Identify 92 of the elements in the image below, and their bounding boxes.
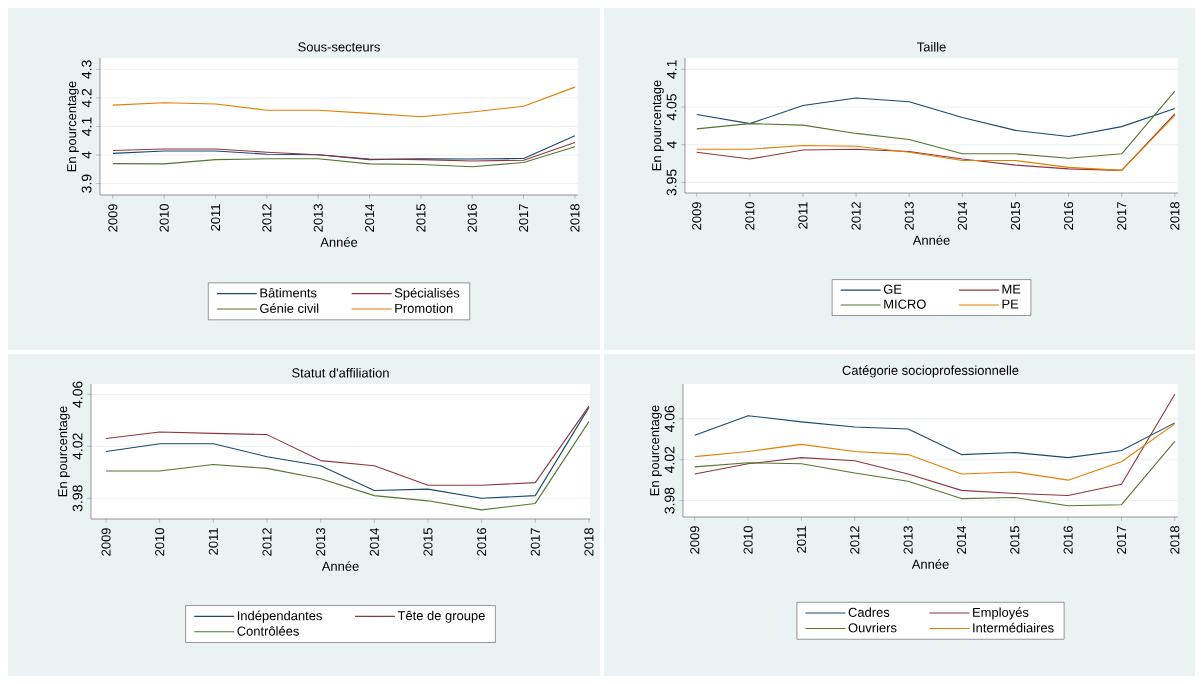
legend-label: Contrôlées (237, 626, 299, 636)
x-tick-label: 2014 (956, 525, 967, 554)
line-series (696, 90, 1176, 159)
legend-label: Spécialisés (394, 287, 460, 301)
y-axis-title: En pourcentage (652, 80, 664, 171)
legend-label: PE (1002, 299, 1019, 309)
x-axis-title: Année (321, 561, 359, 571)
chart-title: Statut d'affiliation (292, 367, 389, 378)
x-tick-label: 2009 (101, 528, 111, 556)
chart-title: Taille (917, 41, 946, 52)
x-tick-label: 2011 (796, 526, 807, 553)
y-tick-label: 3.95 (666, 169, 677, 196)
x-tick-label: 2017 (1117, 202, 1127, 230)
line-series (694, 415, 1176, 459)
y-tick-label: 4 (666, 141, 677, 149)
x-tick-label: 2012 (262, 204, 272, 232)
legend-label: GE (883, 284, 902, 294)
y-tick-label: 4.2 (81, 88, 92, 108)
x-axis-title: Année (912, 235, 950, 245)
y-tick-label: 4.02 (664, 446, 675, 473)
y-tick-label: 4.1 (666, 60, 677, 79)
x-tick-label: 2015 (416, 204, 426, 232)
legend-label: Promotion (395, 303, 453, 313)
x-tick-label: 2015 (1010, 202, 1021, 230)
y-tick-label: 3.98 (664, 487, 675, 514)
legend-label: Cadres (848, 607, 890, 617)
x-tick-label: 2014 (957, 201, 967, 230)
y-tick-label: 4.06 (664, 405, 675, 433)
x-tick-label: 2009 (692, 202, 702, 230)
legend-label: Génie civil (260, 303, 319, 313)
x-tick-label: 2018 (584, 528, 594, 556)
x-tick-label: 2011 (210, 204, 221, 231)
x-tick-label: 2013 (904, 202, 914, 230)
x-tick-label: 2013 (313, 204, 323, 232)
legend-label: Intermédiaires (973, 622, 1054, 633)
line-series (694, 423, 1176, 481)
x-tick-label: 2014 (369, 527, 379, 556)
x-tick-label: 2010 (155, 528, 165, 556)
x-tick-label: 2017 (1116, 526, 1127, 554)
x-tick-label: 2012 (262, 528, 272, 556)
x-tick-label: 2016 (477, 528, 487, 556)
line-series (112, 86, 576, 118)
y-tick-label: 4.3 (81, 60, 92, 79)
x-tick-label: 2016 (1063, 526, 1073, 554)
legend-label: ME (1002, 284, 1021, 294)
legend-label: Employés (973, 607, 1029, 620)
y-tick-label: 4.02 (72, 433, 83, 460)
x-tick-label: 2011 (208, 528, 218, 555)
x-tick-label: 2017 (519, 204, 529, 232)
x-tick-label: 2016 (1063, 202, 1074, 230)
x-tick-label: 2010 (743, 526, 753, 554)
x-tick-label: 2018 (1170, 202, 1180, 230)
x-tick-label: 2014 (364, 203, 375, 232)
legend-label: Bâtiments (260, 287, 317, 298)
x-tick-label: 2015 (423, 528, 433, 556)
line-series (105, 421, 590, 511)
x-tick-label: 2018 (1170, 526, 1180, 554)
legend-label: Ouvriers (848, 622, 897, 633)
x-tick-label: 2012 (851, 202, 861, 230)
y-tick-label: 3.98 (72, 485, 83, 512)
legend-label: Tête de groupe (397, 610, 485, 623)
y-tick-label: 4.05 (666, 94, 677, 121)
y-tick-label: 4 (81, 151, 92, 159)
y-tick-label: 4.1 (81, 117, 92, 136)
x-tick-label: 2011 (798, 202, 808, 229)
x-tick-label: 2013 (903, 526, 913, 554)
y-tick-label: 3.9 (81, 174, 92, 193)
line-series (112, 146, 576, 168)
line-series (694, 440, 1176, 507)
line-series (694, 393, 1176, 497)
line-series (112, 141, 576, 162)
x-tick-label: 2010 (159, 204, 169, 232)
y-axis-title: En pourcentage (650, 405, 662, 496)
chart-title: Sous-secteurs (298, 42, 380, 52)
chart-title: Catégorie socioprofessionnelle (842, 365, 1019, 378)
x-tick-label: 2012 (850, 526, 860, 554)
y-axis-title: En pourcentage (67, 81, 79, 172)
x-tick-label: 2010 (745, 202, 755, 230)
x-tick-label: 2009 (690, 526, 700, 554)
legend-label: MICRO (884, 299, 926, 309)
x-tick-label: 2016 (467, 204, 477, 232)
x-tick-label: 2013 (316, 528, 326, 556)
y-axis-title: En pourcentage (58, 406, 70, 497)
x-tick-label: 2017 (530, 528, 540, 556)
x-tick-label: 2009 (108, 204, 118, 232)
legend-label: Indépendantes (237, 610, 322, 623)
y-tick-label: 4.06 (72, 381, 83, 408)
x-axis-title: Année (911, 559, 949, 569)
line-series (696, 97, 1176, 137)
x-tick-label: 2018 (570, 204, 580, 232)
x-tick-label: 2015 (1010, 526, 1020, 554)
x-axis-title: Année (320, 237, 358, 247)
